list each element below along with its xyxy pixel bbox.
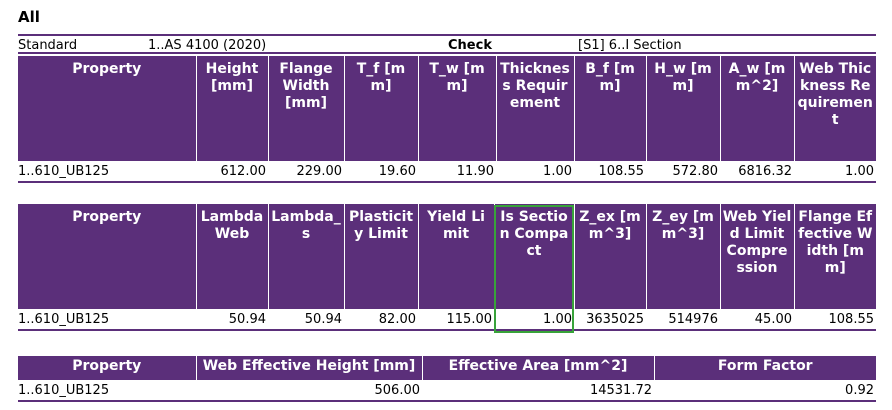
col-a-w: A_w [mm^2] bbox=[719, 56, 794, 161]
col-flange-effective-width: Flange Effective Width [mm] bbox=[793, 204, 876, 309]
col-effective-area: Effective Area [mm^2] bbox=[421, 356, 654, 380]
col-z-ex: Z_ex [mm^3] bbox=[573, 204, 646, 309]
table-row: 1..610_UB125 50.94 50.94 82.00 115.00 1.… bbox=[18, 309, 876, 331]
col-t-w: T_w [mm] bbox=[417, 56, 496, 161]
standard-label: Standard bbox=[18, 38, 78, 53]
cell-plasticity-limit: 82.00 bbox=[344, 309, 418, 331]
col-web-yield-limit-compression: Web Yield Limit Compression bbox=[719, 204, 794, 309]
cell-b-f: 108.55 bbox=[574, 161, 646, 183]
cell-property: 1..610_UB125 bbox=[18, 161, 196, 183]
table-row: 1..610_UB125 612.00 229.00 19.60 11.90 1… bbox=[18, 161, 876, 183]
col-thickness-requirement: Thickness Requirement bbox=[495, 56, 574, 161]
table-row: 1..610_UB125 506.00 14531.72 0.92 bbox=[18, 380, 876, 402]
col-z-ey: Z_ey [mm^3] bbox=[645, 204, 720, 309]
col-t-f: T_f [mm] bbox=[343, 56, 418, 161]
cell-property: 1..610_UB125 bbox=[18, 309, 196, 331]
col-property: Property bbox=[18, 356, 196, 380]
cell-h-w: 572.80 bbox=[646, 161, 720, 183]
col-lambda-web: Lambda Web bbox=[195, 204, 268, 309]
check-label: Check bbox=[448, 38, 492, 53]
col-h-w: H_w [mm] bbox=[645, 56, 720, 161]
cell-t-f: 19.60 bbox=[344, 161, 418, 183]
standard-check-row: Standard 1..AS 4100 (2020) Check [S1] 6.… bbox=[18, 34, 876, 54]
standard-value: 1..AS 4100 (2020) bbox=[148, 38, 267, 53]
col-height: Height [mm] bbox=[195, 56, 268, 161]
col-flange-width: Flange Width [mm] bbox=[267, 56, 344, 161]
col-web-thickness-requirement: Web Thickness Requirement bbox=[793, 56, 876, 161]
properties-table-2: Property Lambda Web Lambda_s Plasticity … bbox=[18, 204, 876, 331]
cell-lambda-s: 50.94 bbox=[268, 309, 344, 331]
cell-thickness-requirement: 1.00 bbox=[496, 161, 574, 183]
cell-yield-limit: 115.00 bbox=[418, 309, 494, 331]
col-b-f: B_f [mm] bbox=[573, 56, 646, 161]
col-plasticity-limit: Plasticity Limit bbox=[343, 204, 418, 309]
col-lambda-s: Lambda_s bbox=[267, 204, 344, 309]
cell-a-w: 6816.32 bbox=[720, 161, 794, 183]
cell-height: 612.00 bbox=[196, 161, 268, 183]
cell-t-w: 11.90 bbox=[418, 161, 496, 183]
cell-form-factor: 0.92 bbox=[654, 380, 876, 402]
col-yield-limit: Yield Limit bbox=[417, 204, 494, 309]
col-property: Property bbox=[18, 204, 196, 309]
col-property: Property bbox=[18, 56, 196, 161]
cell-z-ex: 3635025 bbox=[574, 309, 646, 331]
table-header-row: Property Height [mm] Flange Width [mm] T… bbox=[18, 56, 876, 161]
cell-web-effective-height: 506.00 bbox=[196, 380, 422, 402]
cell-effective-area: 14531.72 bbox=[422, 380, 654, 402]
cell-lambda-web: 50.94 bbox=[196, 309, 268, 331]
cell-flange-width: 229.00 bbox=[268, 161, 344, 183]
cell-web-thickness-requirement: 1.00 bbox=[794, 161, 876, 183]
cell-flange-effective-width: 108.55 bbox=[794, 309, 876, 331]
page-title: All bbox=[18, 8, 40, 26]
col-web-effective-height: Web Effective Height [mm] bbox=[195, 356, 422, 380]
cell-is-section-compact: 1.00 bbox=[494, 309, 574, 331]
properties-table-3: Property Web Effective Height [mm] Effec… bbox=[18, 356, 876, 402]
cell-property: 1..610_UB125 bbox=[18, 380, 196, 402]
check-value: [S1] 6..I Section bbox=[578, 38, 682, 53]
cell-web-yield-limit-compression: 45.00 bbox=[720, 309, 794, 331]
cell-z-ey: 514976 bbox=[646, 309, 720, 331]
table-header-row: Property Lambda Web Lambda_s Plasticity … bbox=[18, 204, 876, 309]
properties-table-1: Property Height [mm] Flange Width [mm] T… bbox=[18, 56, 876, 183]
col-is-section-compact: Is Section Compact bbox=[493, 204, 574, 309]
table-header-row: Property Web Effective Height [mm] Effec… bbox=[18, 356, 876, 380]
col-form-factor: Form Factor bbox=[653, 356, 876, 380]
